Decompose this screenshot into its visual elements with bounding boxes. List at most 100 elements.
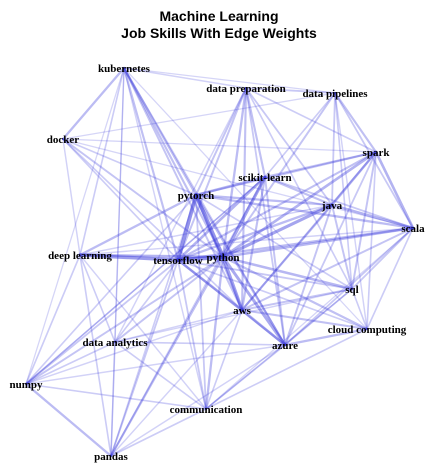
edge-data-preparation-data-analytics [114,87,247,343]
edge-azure-sql [284,288,353,346]
edge-pytorch-data-preparation [195,87,247,196]
edge-deep-learning-communication [79,254,207,410]
edge-communication-cloud-computing [205,328,368,410]
edge-pytorch-docker [62,138,197,196]
edge-tensorflow-kubernetes [122,66,180,262]
edge-java-data-pipelines [331,92,336,206]
node-label-spark: spark [363,147,391,159]
node-label-numpy: numpy [9,379,43,391]
edge-java-scala [330,203,415,230]
edge-java-sql [331,204,353,290]
edge-python-data-preparation [221,86,248,259]
edge-pytorch-azure [194,193,287,347]
edge-python-scikit-learn [221,175,267,259]
edge-spark-data-pipelines [333,91,378,154]
edge-python-spark [221,150,378,259]
edge-java-aws [240,203,334,312]
edge-spark-azure [284,151,377,346]
edge-deep-learning-pandas [79,254,112,457]
node-label-communication: communication [170,404,243,416]
edge-python-data-analytics [114,256,224,343]
edge-python-azure [221,255,287,347]
node-label-deep-learning: deep learning [48,250,112,262]
edge-tensorflow-azure [176,258,287,347]
edge-deep-learning-data-analytics [79,254,116,343]
edge-pytorch-aws [194,193,244,312]
edge-python-cloud-computing [221,255,369,331]
edge-aws-communication [205,309,243,410]
edge-data-analytics-communication [114,341,207,410]
edge-scikit-learn-aws [240,175,267,312]
edge-python-aws [221,255,244,312]
edge-data-preparation-spark [245,87,377,153]
node-label-data-analytics: data analytics [82,337,148,349]
edge-data-pipelines-scala [334,92,414,229]
node-label-pytorch: pytorch [178,190,214,202]
node-label-azure: azure [272,340,298,352]
edge-tensorflow-communication [177,259,207,410]
node-label-java: java [321,200,343,212]
edge-aws-docker [62,138,243,311]
edge-python-pandas [109,255,225,458]
edge-communication-scala [205,227,414,410]
edge-cloud-computing-kubernetes [123,67,368,330]
edge-scala-sql [351,227,414,290]
edge-kubernetes-communication [123,67,207,410]
edge-kubernetes-numpy [25,67,125,385]
edge-data-analytics-sql [114,288,353,343]
edge-python-scala [221,226,415,259]
node-label-data-preparation: data preparation [206,83,286,95]
node-label-python: python [206,252,239,264]
edge-python-java [221,203,334,259]
edge-python-docker [62,138,224,258]
edge-pytorch-deep-learning [78,193,198,257]
edge-scikit-learn-data-preparation [244,86,267,179]
node-label-data-pipelines: data pipelines [302,88,368,100]
edge-communication-sql [205,288,353,410]
edge-pandas-aws [110,309,243,457]
edge-pytorch-java [194,193,334,207]
edge-spark-scala [374,150,415,230]
edge-docker-deep-learning [62,138,81,256]
edge-kubernetes-docker [61,66,126,141]
edge-sql-data-pipelines [334,92,353,290]
edge-spark-aws [241,151,377,311]
edge-aws-cloud-computing [240,308,369,331]
edge-data-preparation-data-pipelines [245,87,336,94]
node-label-layer: kubernetes data preparation data pipelines… [9,63,425,463]
edge-scikit-learn-spark [264,151,377,178]
edge-numpy-communication [25,383,207,410]
edge-pytorch-communication [195,194,207,410]
edge-java-azure [284,204,333,346]
node-label-aws: aws [233,305,251,317]
edge-data-analytics-pandas [110,341,116,457]
edge-tensorflow-java [176,203,334,262]
edge-kubernetes-deep-learning [79,67,125,256]
edge-python-pytorch [194,193,225,259]
edge-tensorflow-scikit-learn [176,175,267,262]
edge-tensorflow-docker [62,138,179,261]
edge-numpy-pandas [24,382,113,458]
edge-azure-cloud-computing [283,327,369,347]
edge-python-data-pipelines [222,92,336,258]
edge-scala-aws [241,227,414,311]
edge-python-numpy [25,256,224,385]
edge-scikit-learn-data-pipelines [264,92,336,178]
edge-aws-data-preparation [240,86,248,312]
edge-docker-spark [62,138,377,153]
node-label-cloud-computing: cloud computing [328,324,407,336]
edge-spark-cloud-computing [366,151,377,330]
edge-data-analytics-azure [114,341,286,346]
edge-python-tensorflow [176,255,225,262]
edge-data-analytics-numpy [25,341,116,385]
edge-scikit-learn-azure [264,176,286,346]
edge-python-communication [204,255,225,411]
edge-tensorflow-spark [176,150,378,262]
edge-docker-scala [62,138,414,229]
edge-docker-data-pipelines [62,92,336,140]
edge-pytorch-scikit-learn [194,175,267,197]
node-label-kubernetes: kubernetes [98,63,151,75]
edge-cloud-computing-data-pipelines [334,92,368,330]
edge-scikit-learn-java [263,175,334,207]
edge-pandas-communication [110,408,207,457]
